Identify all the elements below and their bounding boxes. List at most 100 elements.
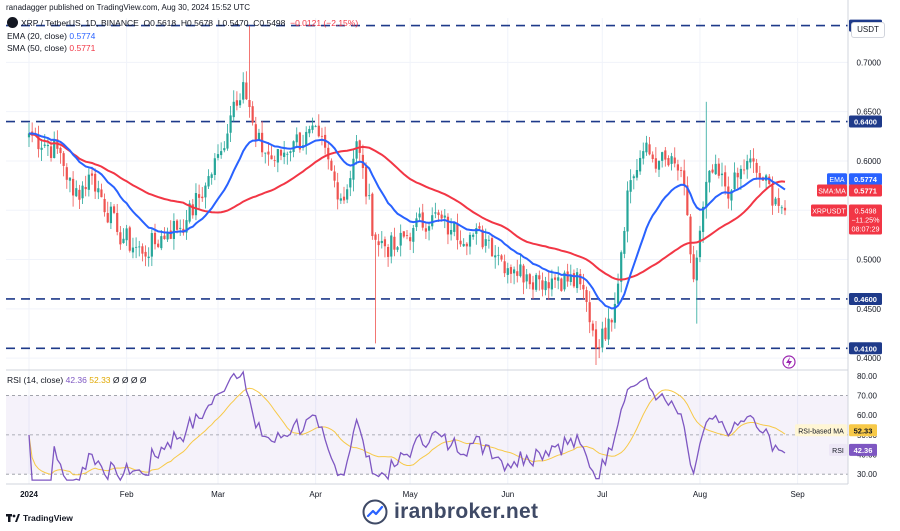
candle-body (616, 283, 620, 304)
alert-bolt-ring (782, 355, 796, 369)
candle-body (283, 152, 286, 157)
candle-body (639, 157, 642, 172)
candle-body (708, 170, 711, 183)
candle-body (607, 318, 610, 340)
candle-body (661, 152, 664, 161)
currency-button[interactable]: USDT (851, 22, 885, 38)
candle-body (667, 158, 670, 166)
candle-body (147, 256, 150, 259)
last-tag-name: XRPUSDT (812, 208, 846, 215)
candle-body (185, 220, 188, 233)
rsi-tick-label: 70.00 (857, 392, 878, 401)
candle-body (780, 207, 783, 209)
watermark-text: iranbroker.net (394, 500, 539, 523)
ema-legend-label: EMA (20, close) (7, 31, 67, 41)
rsi-legend-label: RSI (14, close) (7, 375, 64, 385)
candle-body (175, 220, 179, 230)
candle-body (657, 160, 661, 170)
candle-body (566, 271, 569, 282)
candle-body (620, 252, 623, 282)
candle-body (541, 280, 544, 290)
candle-body (308, 128, 311, 134)
candle-body (446, 216, 450, 235)
candle-body (257, 132, 261, 140)
candle-body (525, 274, 528, 282)
rsi-tick-label: 30.00 (857, 470, 878, 479)
candle-body (418, 213, 421, 218)
candle-body (544, 281, 547, 291)
candle-body (103, 198, 106, 213)
candle-body (519, 264, 522, 277)
candle-body (286, 153, 289, 155)
candle-body (163, 235, 166, 240)
candle-body (144, 251, 147, 257)
rsi-path (28, 370, 786, 482)
publish-note: ranadagger published on TradingView.com,… (6, 3, 251, 12)
rsi-legend-empty: Ø Ø Ø Ø (112, 375, 147, 385)
time-tick-label: Sep (790, 490, 805, 499)
watermark: iranbroker.net (362, 499, 538, 525)
rsi-legend[interactable]: RSI (14, close) 42.36 52.33 Ø Ø Ø Ø (7, 375, 146, 386)
candle-body (150, 233, 153, 257)
candle-body (100, 189, 103, 198)
candle-body (245, 82, 248, 100)
candle-body (626, 190, 629, 232)
xrp-logo-icon (7, 17, 18, 28)
candle-body (37, 134, 40, 150)
candle-body (188, 203, 191, 222)
legend-symbol[interactable]: XRP / TetherUS, 1D, BINANCE (21, 18, 139, 28)
candle-body (333, 171, 336, 181)
last-tag-countdown: 08:07:29 (852, 224, 880, 233)
candle-body (437, 212, 440, 216)
candle-body (774, 198, 777, 205)
time-tick-label: 2024 (20, 490, 38, 499)
candle-body (112, 206, 116, 213)
candle-body (276, 148, 279, 163)
candle-body (349, 178, 352, 188)
alert-bolt-icon (782, 355, 796, 369)
candle-body (49, 146, 53, 158)
candle-body (342, 196, 346, 201)
ema-tag-name-bg (827, 173, 847, 186)
candle-body (53, 139, 56, 158)
candle-body (94, 173, 97, 192)
candle-body (141, 246, 144, 254)
candle-body (673, 157, 676, 164)
price-tags: 0.73730.64000.46000.4100EMA0.5774SMA:MA0… (782, 19, 882, 456)
candle-body (569, 275, 572, 282)
candle-body (440, 214, 443, 219)
tradingview-brand[interactable]: TradingView (6, 513, 73, 523)
candle-body (664, 150, 667, 160)
tradingview-logo-icon (6, 514, 20, 522)
rsi-tag-value-bg (849, 443, 877, 456)
candle-body (465, 243, 468, 247)
rsi-ma-tag-value-bg (849, 424, 877, 437)
candle-body (106, 213, 109, 223)
candle-body (424, 228, 427, 232)
time-tick-label: May (403, 490, 418, 499)
price-tick-label: 0.6500 (857, 108, 882, 117)
candle-body (783, 207, 787, 211)
candle-body (87, 174, 90, 190)
rsi-ma-tag-name-bg (795, 424, 847, 437)
candle-body (339, 198, 342, 201)
rsi-tag-name: RSI (832, 448, 844, 455)
time-tick-label: Apr (309, 490, 322, 499)
sma-tag-value: 0.5771 (854, 187, 877, 196)
candle-body (242, 82, 245, 100)
sma-legend[interactable]: SMA (50, close) 0.5771 (7, 43, 95, 54)
legend-change: −0.0121 (−2.15%) (290, 18, 359, 28)
candle-body (421, 212, 424, 228)
candle-body (364, 166, 368, 197)
candle-body (698, 230, 702, 258)
ema-tag-name: EMA (829, 177, 845, 184)
candle-body (494, 255, 497, 258)
candle-body (352, 158, 355, 180)
candle-body (588, 302, 591, 323)
candle-body (305, 131, 308, 146)
ema-legend[interactable]: EMA (20, close) 0.5774 (7, 31, 95, 42)
time-tick-label: Jul (597, 490, 607, 499)
candle-body (717, 163, 720, 176)
candle-body (172, 221, 175, 240)
candle-body (27, 133, 31, 138)
